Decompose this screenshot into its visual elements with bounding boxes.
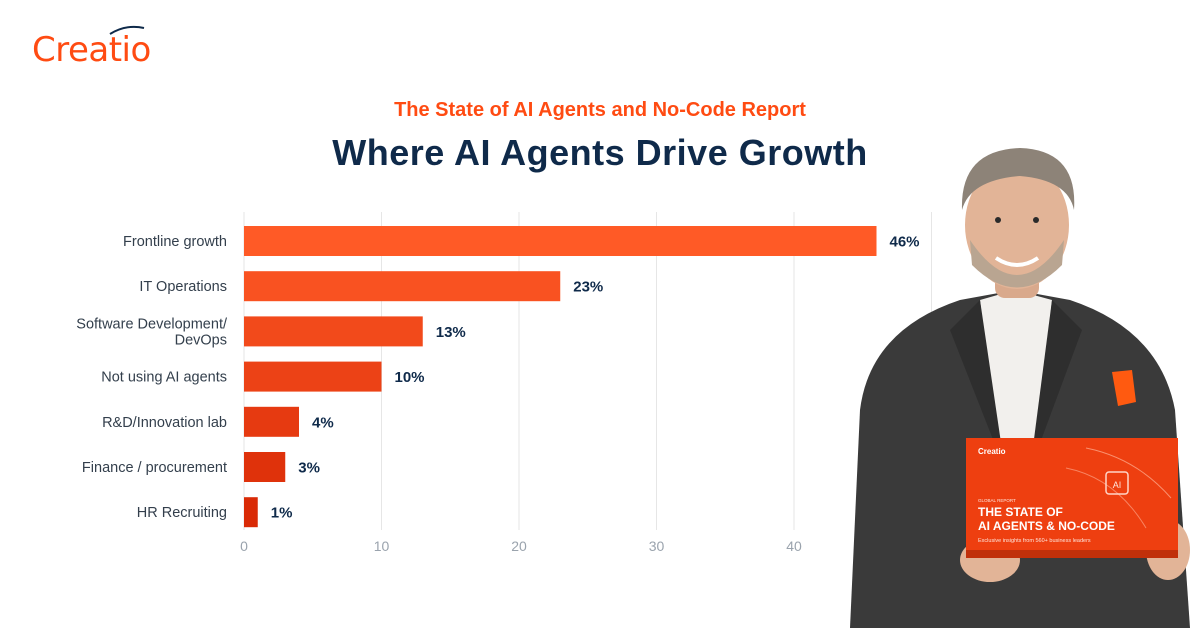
bar-value-label: 10% [395, 369, 425, 386]
presenter-photo: AI Creatio GLOBAL REPORT THE STATE OF AI… [850, 148, 1190, 628]
ai-chip-label: AI [1113, 480, 1122, 490]
book-tagline: Exclusive insights from 560+ business le… [978, 538, 1091, 544]
bar-value-label: 23% [573, 279, 603, 296]
bar-value-label: 4% [312, 414, 334, 431]
x-tick-label: 0 [240, 538, 248, 554]
bar [244, 497, 258, 528]
category-label: R&D/Innovation lab [102, 415, 227, 431]
category-label: IT Operations [139, 279, 227, 295]
report-book: AI Creatio GLOBAL REPORT THE STATE OF AI… [966, 438, 1178, 558]
logo-text: Creatio [32, 30, 151, 70]
bar-value-label: 46% [890, 234, 920, 251]
book-title-line1: THE STATE OF [978, 505, 1063, 519]
x-tick-label: 10 [374, 538, 390, 554]
bar [244, 452, 286, 482]
creatio-logo: Creatio [32, 30, 151, 70]
bar [244, 361, 382, 392]
bar [244, 271, 561, 302]
bar-value-label: 3% [298, 460, 320, 477]
pocket-square-icon [1112, 370, 1136, 406]
report-subtitle: The State of AI Agents and No-Code Repor… [394, 99, 806, 121]
bar [244, 316, 423, 347]
category-label: Finance / procurement [82, 460, 227, 476]
category-label: HR Recruiting [137, 505, 227, 521]
bar [244, 226, 877, 256]
bar [244, 406, 299, 437]
x-tick-label: 40 [786, 538, 802, 554]
category-label: Frontline growth [123, 234, 227, 250]
ai-chip-icon [1105, 471, 1129, 495]
logo-swoosh-icon [109, 25, 145, 35]
x-tick-label: 20 [511, 538, 527, 554]
bar-value-label: 13% [436, 324, 466, 341]
category-label: Software Development/ [76, 316, 228, 332]
bar-value-label: 1% [271, 505, 293, 522]
category-label: DevOps [175, 332, 227, 348]
shirt [980, 290, 1052, 460]
presenter-face [965, 161, 1069, 289]
x-tick-label: 30 [649, 538, 665, 554]
book-title-line2: AI AGENTS & NO-CODE [978, 519, 1115, 533]
book-kicker: GLOBAL REPORT [978, 498, 1016, 503]
category-label: Not using AI agents [101, 370, 227, 386]
book-brand: Creatio [978, 447, 1006, 456]
presenter-hair [961, 148, 1075, 210]
chart-title: Where AI Agents Drive Growth [332, 132, 868, 173]
